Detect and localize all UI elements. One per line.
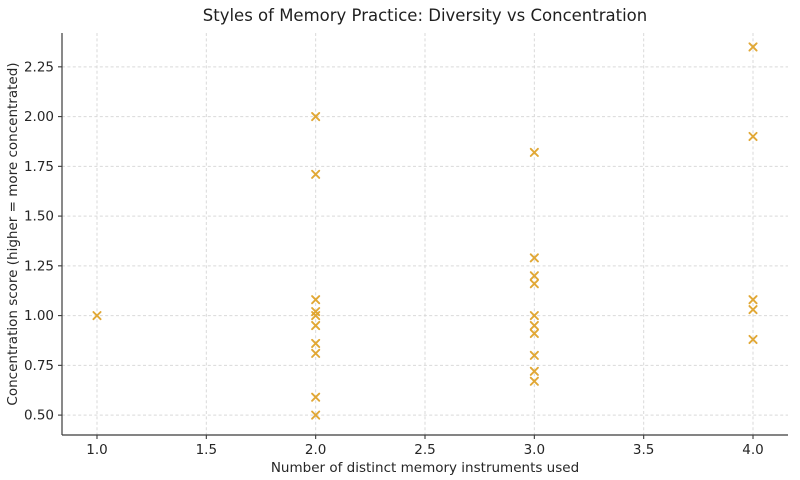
y-tick-label: 1.25 [24, 258, 54, 274]
scatter-point [311, 169, 321, 179]
x-tick-label: 4.0 [742, 442, 763, 458]
y-tick-label: 2.00 [24, 109, 54, 125]
tick-labels: 1.0 1.5 2.0 2.5 3.0 3.5 4.0 0.50 0.75 1.00 1.25 1.5… [24, 59, 764, 458]
gridlines [62, 33, 788, 435]
scatter-point [311, 348, 321, 358]
x-tick-label: 1.0 [86, 442, 107, 458]
x-tick-label: 3.0 [524, 442, 545, 458]
scatter-point [748, 131, 758, 142]
x-tick-label: 1.5 [196, 442, 217, 458]
y-tick-label: 1.00 [24, 308, 54, 324]
y-tick-label: 0.50 [24, 408, 54, 424]
scatter-point [311, 320, 321, 331]
scatter-point [529, 328, 539, 339]
scatter-point [311, 112, 321, 122]
data-points [92, 42, 758, 420]
scatter-point [748, 295, 758, 305]
scatter-point [311, 311, 321, 321]
scatter-point [529, 253, 539, 263]
scatter-point [529, 376, 539, 386]
scatter-point [529, 366, 539, 376]
scatter-point [529, 279, 539, 289]
scatter-point [748, 42, 758, 52]
y-tick-label: 1.75 [24, 159, 54, 175]
y-tick-label: 2.25 [24, 59, 54, 75]
scatter-point [311, 295, 321, 305]
scatter-point [748, 334, 758, 345]
scatter-point [311, 392, 321, 402]
x-axis-label: Number of distinct memory instruments us… [271, 460, 579, 476]
scatter-point [92, 311, 102, 321]
y-tick-label: 0.75 [24, 358, 54, 374]
scatter-point [311, 410, 321, 420]
x-tick-label: 2.0 [305, 442, 326, 458]
y-tick-label: 1.50 [24, 209, 54, 225]
scatter-point [529, 271, 539, 281]
scatter-point [529, 147, 539, 157]
x-tick-label: 2.5 [414, 442, 435, 458]
tick-marks [58, 66, 754, 439]
scatter-point [311, 338, 321, 349]
x-tick-label: 3.5 [633, 442, 654, 458]
scatter-point [529, 350, 539, 360]
scatter-point [529, 311, 539, 321]
y-axis-label: Concentration score (higher = more conce… [5, 62, 21, 405]
scatter-point [748, 305, 758, 315]
scatter-point [529, 320, 539, 331]
chart-title: Styles of Memory Practice: Diversity vs … [203, 6, 647, 25]
